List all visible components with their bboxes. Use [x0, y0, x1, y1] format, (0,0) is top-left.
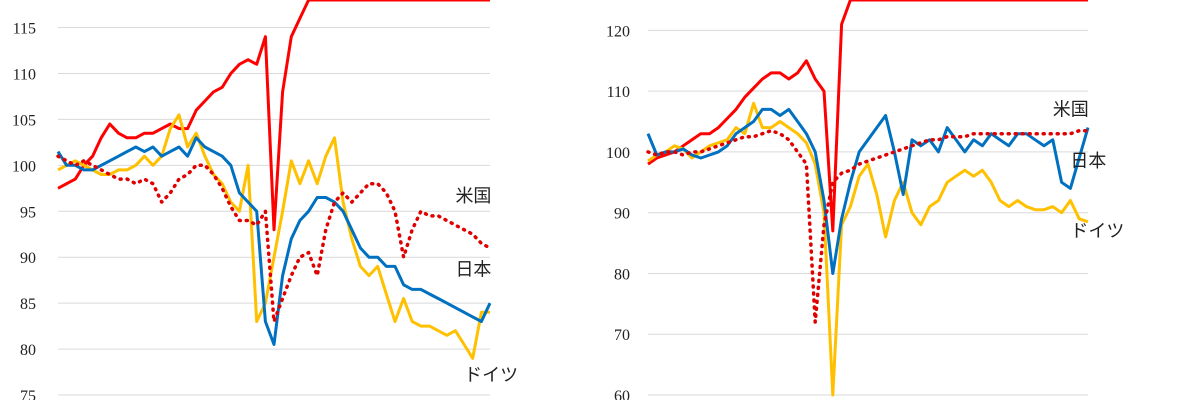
y-tick-label: 70 — [614, 327, 630, 344]
y-tick-label: 85 — [20, 296, 36, 313]
y-tick-label: 90 — [614, 206, 630, 223]
y-tick-label: 75 — [20, 388, 36, 400]
series-line-米国 — [646, 128, 1090, 324]
y-tick-label: 105 — [12, 112, 36, 129]
series-line-ドイツ — [647, 101, 1089, 397]
series-line-日本 — [646, 107, 1090, 275]
series-label: 米国 — [455, 186, 491, 206]
y-tick-label: 60 — [614, 388, 630, 400]
series-line-日本 — [56, 136, 492, 346]
y-tick-label: 110 — [13, 66, 36, 83]
y-tick-label: 115 — [13, 21, 36, 38]
y-tick-label: 95 — [20, 204, 36, 221]
series-label: ドイツ — [1070, 221, 1124, 241]
y-tick-label: 120 — [606, 23, 630, 40]
series-line-unlabeled — [647, 0, 1088, 233]
y-tick-label: 110 — [607, 84, 630, 101]
series-label: 日本 — [1070, 151, 1106, 171]
series-label: ドイツ — [464, 365, 518, 385]
series-label: 日本 — [455, 260, 491, 280]
y-tick-label: 80 — [20, 342, 36, 359]
y-tick-label: 100 — [12, 158, 36, 175]
series-label: 米国 — [1053, 99, 1089, 119]
y-tick-label: 80 — [614, 266, 630, 283]
y-tick-label: 100 — [606, 145, 630, 162]
series-line-unlabeled — [57, 0, 490, 232]
series-line-米国 — [56, 154, 492, 324]
y-tick-label: 90 — [20, 250, 36, 267]
series-line-ドイツ — [57, 113, 490, 360]
